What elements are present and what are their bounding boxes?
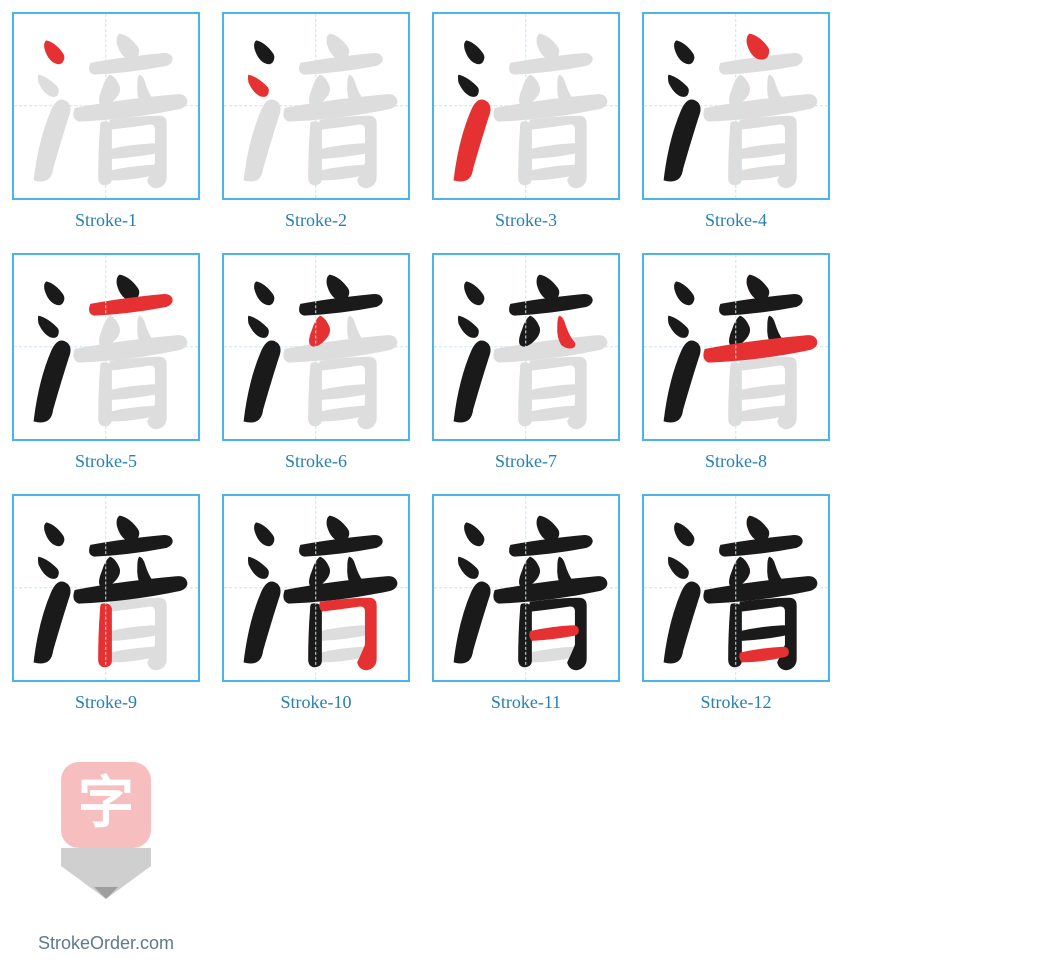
stroke-caption: Stroke-11 — [491, 692, 561, 713]
svg-text:字: 字 — [78, 773, 134, 835]
stroke-tile — [642, 12, 830, 200]
stroke-cell: Stroke-12 — [642, 494, 830, 713]
stroke-caption: Stroke-4 — [705, 210, 767, 231]
stroke-caption: Stroke-3 — [495, 210, 557, 231]
logo-cell: 字 StrokeOrder.com — [12, 735, 200, 954]
stroke-caption: Stroke-10 — [281, 692, 352, 713]
stroke-caption: Stroke-7 — [495, 451, 557, 472]
logo-caption: StrokeOrder.com — [38, 933, 174, 954]
stroke-tile — [642, 253, 830, 441]
stroke-caption: Stroke-9 — [75, 692, 137, 713]
stroke-tile — [222, 12, 410, 200]
stroke-cell: Stroke-6 — [222, 253, 410, 472]
stroke-tile — [432, 494, 620, 682]
stroke-cell: Stroke-11 — [432, 494, 620, 713]
stroke-cell: Stroke-7 — [432, 253, 620, 472]
stroke-cell: Stroke-4 — [642, 12, 830, 231]
stroke-tile — [12, 12, 200, 200]
stroke-caption: Stroke-12 — [701, 692, 772, 713]
stroke-cell: Stroke-10 — [222, 494, 410, 713]
stroke-caption: Stroke-2 — [285, 210, 347, 231]
stroke-cell: Stroke-8 — [642, 253, 830, 472]
stroke-cell: Stroke-1 — [12, 12, 200, 231]
stroke-tile — [642, 494, 830, 682]
stroke-cell: Stroke-5 — [12, 253, 200, 472]
stroke-tile — [12, 253, 200, 441]
stroke-cell: Stroke-9 — [12, 494, 200, 713]
stroke-tile — [432, 253, 620, 441]
stroke-caption: Stroke-8 — [705, 451, 767, 472]
stroke-caption: Stroke-1 — [75, 210, 137, 231]
stroke-grid: Stroke-1 Stroke-2 Stroke-3 Stroke-4 Stroke-5… — [12, 12, 1038, 954]
stroke-tile — [222, 494, 410, 682]
stroke-caption: Stroke-6 — [285, 451, 347, 472]
stroke-tile — [12, 494, 200, 682]
stroke-cell: Stroke-3 — [432, 12, 620, 231]
stroke-caption: Stroke-5 — [75, 451, 137, 472]
logo-icon: 字 — [12, 735, 200, 923]
stroke-tile — [432, 12, 620, 200]
stroke-tile — [222, 253, 410, 441]
stroke-cell: Stroke-2 — [222, 12, 410, 231]
